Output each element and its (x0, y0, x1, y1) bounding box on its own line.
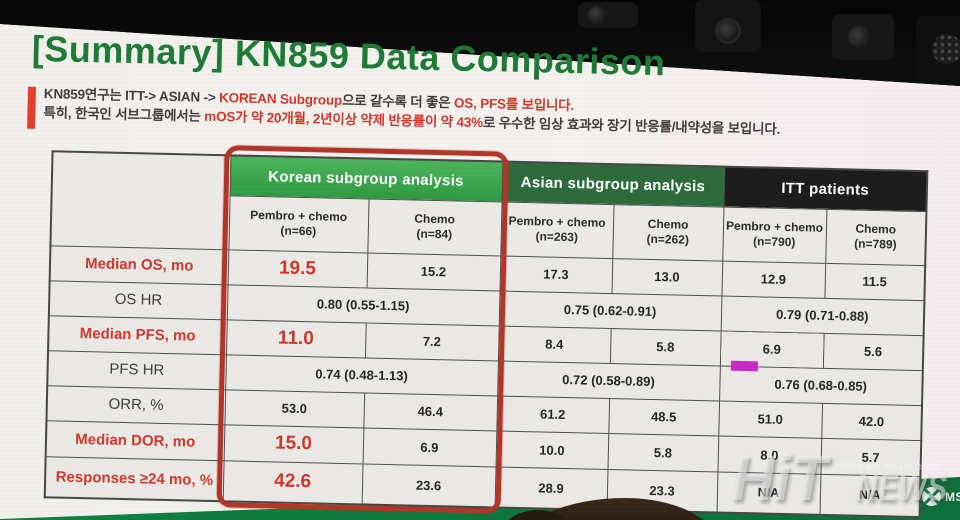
summary-text-segment: OS, PFS를 보입니다. (453, 95, 575, 114)
table-cell: 51.0 (718, 400, 823, 438)
summary-text-segment: KOREAN Subgroup (218, 90, 343, 108)
arm-name: Pembro + chemo (250, 207, 348, 225)
table-cell: 23.6 (361, 463, 496, 508)
summary-text-segment: 로 우수한 임상 효과와 장기 반응률/내약성을 보입니다. (482, 115, 781, 137)
table-cell: 12.9 (721, 260, 826, 298)
table-cell: 46.4 (363, 392, 498, 431)
row-label: Median OS, mo (49, 245, 229, 285)
row-label: Responses ≥24 mo, % (44, 456, 224, 502)
table-cell: 0.72 (0.58-0.89) (497, 360, 720, 401)
table-cell: 5.8 (609, 328, 721, 366)
summary-text-segment: 으로 갈수록 더 좋은 (341, 92, 455, 111)
table-cell: 7.2 (364, 322, 499, 361)
hitnews-watermark-hit: HiT (732, 442, 827, 514)
summary-accent-bar (27, 86, 37, 129)
arm-header: Pembro + chemo (n=790) (722, 206, 827, 263)
table-cell: 19.5 (227, 249, 368, 288)
arm-name: Pembro + chemo (508, 213, 606, 230)
arm-name: Chemo (647, 216, 689, 232)
arm-header: Pembro + chemo (n=66) (228, 195, 369, 253)
table-cell: 0.76 (0.68-0.85) (719, 365, 923, 406)
summary-lines: KN859연구는 ITT-> ASIAN -> KOREAN Subgroup으… (43, 84, 908, 142)
row-label: PFS HR (47, 350, 227, 390)
highlight-marker (730, 360, 758, 371)
table-cell: 11.0 (226, 319, 366, 358)
msd-logo-icon (922, 487, 941, 506)
table-cell: 0.75 (0.62-0.91) (498, 290, 722, 331)
table-cell: 42.6 (222, 460, 363, 505)
stage-light-icon (916, 16, 960, 82)
stage-light-lens (848, 26, 870, 48)
arm-header: Chemo (n=789) (825, 208, 927, 266)
arm-n: (n=789) (854, 236, 897, 252)
table-cell: 10.0 (495, 430, 609, 469)
arm-n: (n=790) (752, 234, 796, 250)
arm-name: Chemo (855, 221, 897, 237)
summary-block: KN859연구는 ITT-> ASIAN -> KOREAN Subgroup으… (27, 84, 908, 142)
table-cell: 11.5 (824, 262, 926, 301)
arm-n: (n=263) (535, 229, 579, 245)
msd-logo-text: MS (945, 489, 960, 504)
table-cell: 48.5 (608, 398, 720, 436)
row-label: OS HR (48, 280, 228, 320)
table-cell: 6.9 (719, 330, 824, 371)
arm-name: Pembro + chemo (725, 218, 824, 235)
stage-light-lens (588, 6, 606, 24)
table-cell: 5.6 (822, 332, 924, 371)
row-label: ORR, % (46, 385, 226, 425)
stage-light-lens (932, 34, 960, 64)
arm-n: (n=84) (416, 226, 453, 242)
table-cell: 53.0 (224, 389, 365, 428)
table-cell: 17.3 (499, 255, 613, 294)
table-cell: 0.79 (0.71-0.88) (720, 295, 925, 336)
table-cell: 8.4 (497, 325, 611, 364)
summary-text-segment: 특히, 한국인 서브그룹에서는 (43, 105, 205, 124)
table-cell: 5.8 (607, 433, 719, 472)
stage-light-icon (832, 14, 894, 60)
arm-header: Chemo (n=84) (367, 198, 502, 256)
hitnews-watermark-news: NEWS (856, 467, 948, 508)
slide-title: [Summary] KN859 Data Comparison (31, 27, 666, 84)
arm-header: Pembro + chemo (n=263) (500, 201, 614, 259)
hitnews-watermark-tagline: 바이오헬스 No.1 뉴스채널 (840, 461, 940, 471)
audience-head-silhouette (498, 510, 578, 520)
stage-light-icon (695, 0, 761, 52)
table-cell: 13.0 (611, 258, 723, 296)
summary-text-segment: KN859연구는 ITT-> ASIAN -> (43, 86, 220, 106)
row-label: Median PFS, mo (48, 315, 227, 355)
arm-name: Chemo (414, 211, 456, 227)
stage-light-lens (715, 18, 741, 44)
table-cell: 61.2 (496, 395, 610, 434)
table-cell: 42.0 (821, 402, 923, 441)
table-cell: 15.0 (223, 424, 364, 464)
table-corner-cell (50, 151, 231, 250)
group-header-itt: ITT patients (723, 166, 928, 212)
arm-n: (n=66) (280, 223, 317, 239)
group-header-asian: Asian subgroup analysis (501, 161, 725, 207)
table-cell: 15.2 (366, 252, 501, 291)
arm-n: (n=262) (646, 231, 690, 247)
summary-text-segment: mOS가 약 20개월, 2년이상 약제 반응률이 약 43% (204, 108, 484, 131)
row-label: Median DOR, mo (45, 420, 225, 461)
table-cell: 6.9 (362, 427, 497, 467)
group-header-korean: Korean subgroup analysis (229, 155, 503, 202)
arm-header: Chemo (n=262) (612, 204, 724, 261)
stage-light-icon (578, 2, 638, 28)
msd-logo: MS (922, 487, 960, 506)
